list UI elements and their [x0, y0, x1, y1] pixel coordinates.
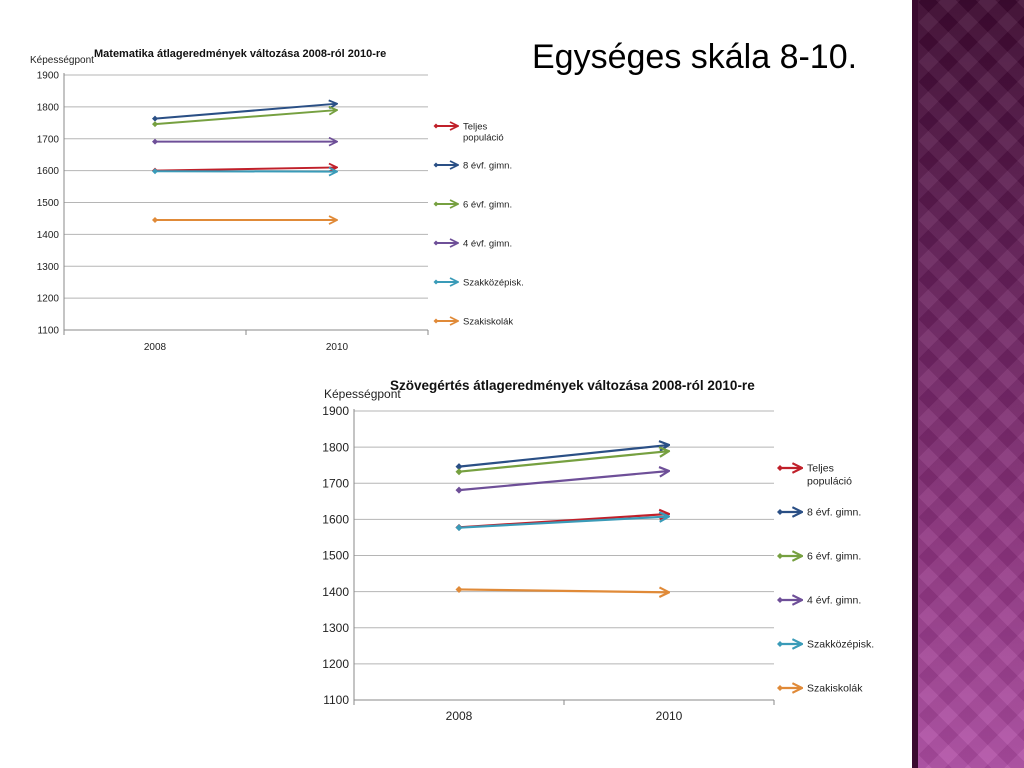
y-tick-label: 1400: [322, 585, 349, 599]
legend-label: 8 évf. gimn.: [807, 507, 861, 519]
legend-marker: [777, 553, 783, 559]
x-tick-label: 2010: [656, 709, 683, 723]
legend-marker: [777, 509, 783, 515]
legend-label: Teljes populáció: [463, 121, 504, 143]
math-chart: 1100 1200 1300 1400 1500 1600 1700 1800 1900 2008…: [30, 48, 524, 353]
series-line: [154, 104, 337, 120]
y-tick-label: 1300: [37, 262, 60, 273]
y-tick-label: 1400: [37, 230, 60, 241]
series-point-marker: [152, 168, 158, 175]
series-line: [458, 516, 669, 529]
series-point-marker: [152, 217, 158, 224]
y-tick-label: 1100: [323, 693, 349, 707]
series-point-marker: [455, 468, 463, 476]
legend-marker: [777, 685, 783, 691]
legend-label: 8 évf. gimn.: [463, 160, 512, 171]
y-tick-label: 1900: [322, 404, 349, 418]
y-tick-label: 1800: [37, 102, 60, 113]
y-tick-label: 1700: [37, 134, 60, 145]
y-tick-label: 1900: [37, 71, 60, 82]
legend-label: 6 évf. gimn.: [807, 551, 861, 563]
chart-title: Szövegértés átlageredmények változása 20…: [390, 378, 755, 393]
y-tick-label: 1200: [322, 657, 349, 671]
legend-label: Szakiskolák: [463, 316, 513, 327]
slide-title: Egységes skála 8-10.: [532, 38, 858, 76]
series-point-marker: [152, 138, 158, 145]
y-tick-label: 1800: [322, 440, 349, 454]
legend-label: 6 évf. gimn.: [463, 199, 512, 210]
series-line: [458, 589, 669, 592]
series-point-marker: [455, 463, 463, 471]
series-line: [458, 451, 669, 473]
legend-label: Teljes populáció: [807, 463, 852, 488]
y-tick-label: 1600: [37, 166, 60, 177]
y-tick-label: 1100: [37, 326, 59, 337]
decorative-side-panel: [912, 0, 1024, 768]
x-tick-label: 2008: [144, 342, 167, 353]
legend-label: 4 évf. gimn.: [807, 595, 861, 607]
series-point-marker: [455, 486, 463, 494]
legend-marker: [433, 201, 439, 207]
legend-label: Szakközépisk.: [807, 639, 874, 651]
y-tick-label: 1700: [322, 476, 349, 490]
legend-marker: [433, 162, 439, 168]
y-tick-label: 1500: [322, 549, 349, 563]
reading-chart: 1100 1200 1300 1400 1500 1600 1700 1800 1900 2008…: [322, 378, 874, 723]
series-line: [458, 471, 669, 492]
series-line: [458, 445, 669, 468]
series-point-marker: [455, 585, 463, 593]
y-tick-label: 1500: [37, 198, 60, 209]
series-point-marker: [455, 524, 463, 532]
legend-marker: [433, 123, 439, 129]
legend-label: Szakiskolák: [807, 683, 863, 695]
legend-label: 4 évf. gimn.: [463, 238, 512, 249]
x-tick-label: 2010: [326, 342, 349, 353]
legend-marker: [433, 318, 439, 324]
legend-marker: [777, 597, 783, 603]
legend-marker: [433, 240, 439, 246]
legend-marker: [433, 279, 439, 285]
legend-marker: [777, 641, 783, 647]
y-axis-label: Képességpont: [324, 387, 401, 401]
series-point-marker: [152, 115, 158, 122]
series-line: [154, 110, 337, 126]
legend-label: Szakközépisk.: [463, 277, 524, 288]
x-tick-label: 2008: [446, 709, 473, 723]
series-line: [154, 167, 337, 170]
y-tick-label: 1200: [37, 294, 60, 305]
y-axis-label: Képességpont: [30, 55, 94, 66]
series-point-marker: [152, 121, 158, 128]
y-tick-label: 1300: [322, 621, 349, 635]
chart-title: Matematika átlageredmények változása 200…: [94, 48, 386, 60]
legend-marker: [777, 465, 783, 471]
y-tick-label: 1600: [322, 513, 349, 527]
